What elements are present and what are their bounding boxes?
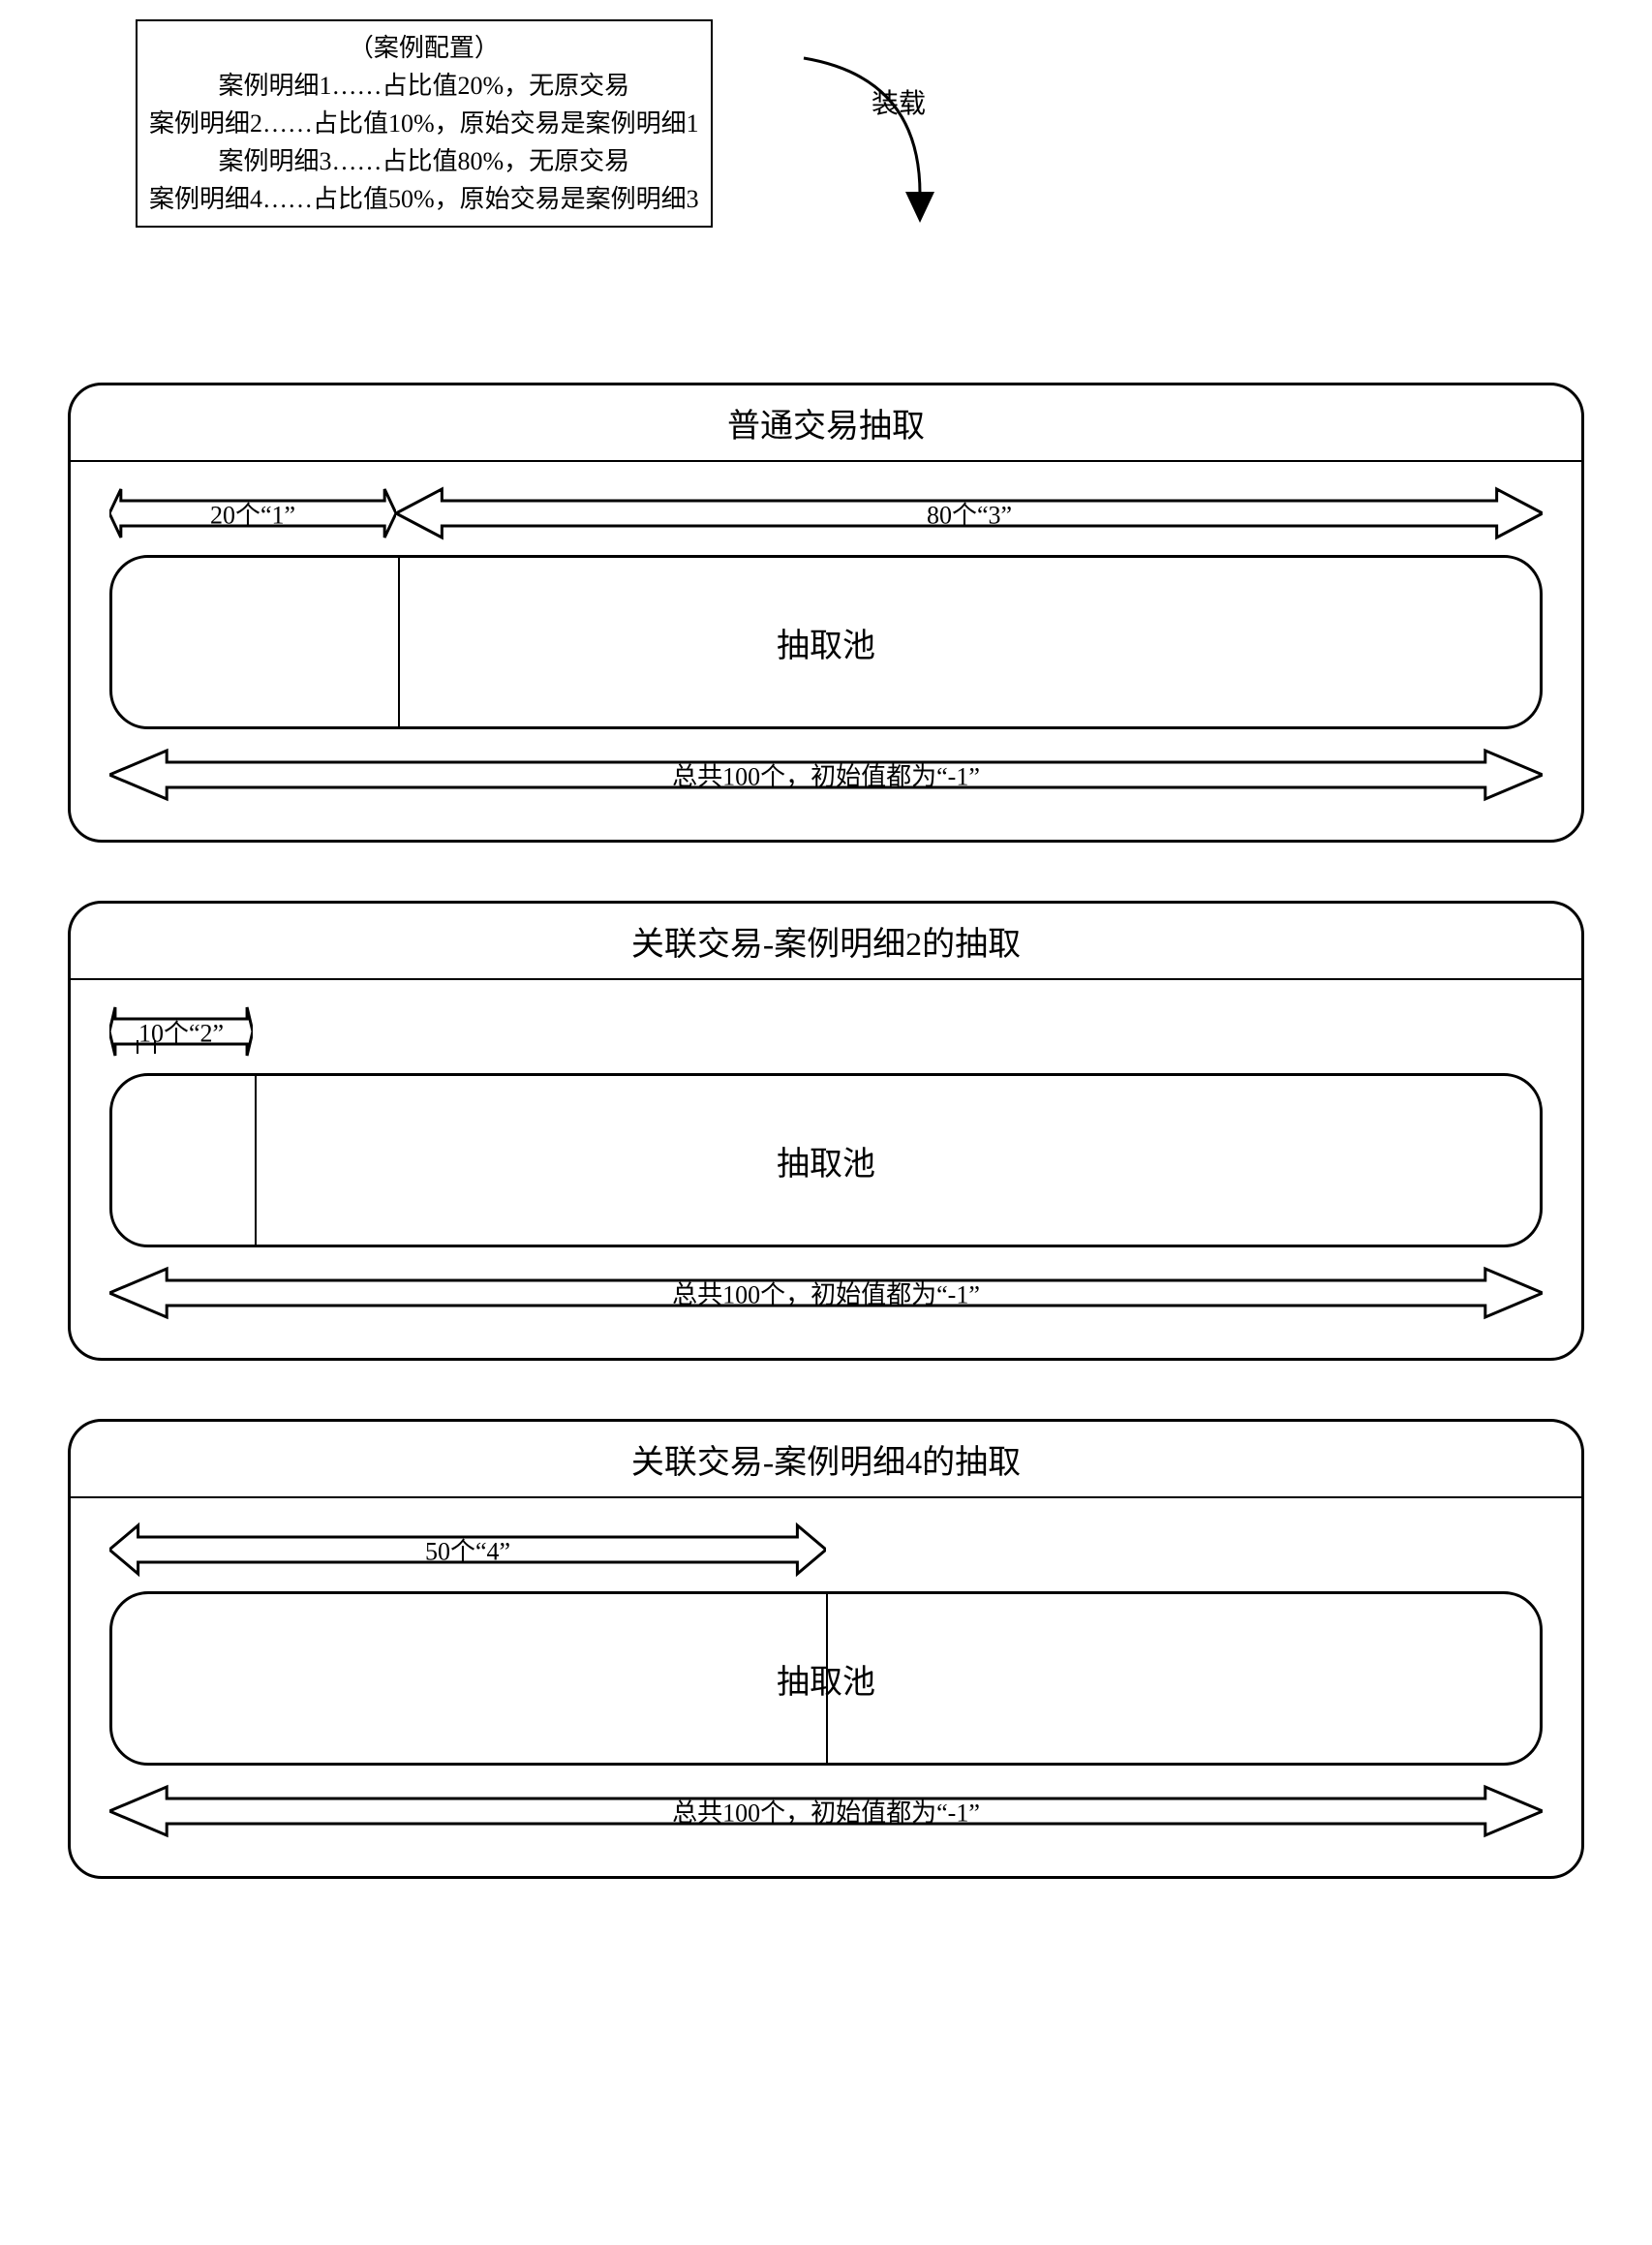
range-arrow-label: 10个“2”	[109, 1014, 253, 1050]
total-arrow: 总共100个，初始值都为“-1”	[109, 747, 1543, 803]
config-line-1: 案例明细1……占比值20%，无原交易	[149, 67, 699, 105]
total-arrow-label: 总共100个，初始值都为“-1”	[109, 757, 1543, 793]
range-arrow-label: 80个“3”	[396, 496, 1543, 532]
section-0: 普通交易抽取 20个“1” 80个“3”抽取池 总共100个，初始值都为“-1”	[68, 383, 1584, 843]
config-line-3: 案例明细3……占比值80%，无原交易	[149, 142, 699, 180]
extract-pool: 抽取池	[109, 1073, 1543, 1247]
range-arrow: 80个“3”	[396, 485, 1543, 541]
load-arrow-icon	[794, 48, 968, 232]
bottom-arrow-row: 总共100个，初始值都为“-1”	[109, 1261, 1543, 1329]
total-arrow: 总共100个，初始值都为“-1”	[109, 1265, 1543, 1321]
config-line-4: 案例明细4……占比值50%，原始交易是案例明细3	[149, 180, 699, 218]
section-1: 关联交易-案例明细2的抽取 10个“2” 抽取池 总共100个，初始值都为“-1”	[68, 901, 1584, 1361]
range-arrow: 50个“4”	[109, 1522, 826, 1578]
range-arrow: 10个“2”	[109, 1003, 253, 1060]
extract-pool: 抽取池	[109, 1591, 1543, 1766]
pool-divider	[255, 1076, 257, 1245]
section-2: 关联交易-案例明细4的抽取 50个“4” 抽取池 总共100个，初始值都为“-1”	[68, 1419, 1584, 1879]
pool-divider	[826, 1594, 828, 1763]
load-arrow-area: 装载	[19, 237, 1633, 354]
extract-pool: 抽取池	[109, 555, 1543, 729]
section-body: 10个“2” 抽取池 总共100个，初始值都为“-1”	[71, 980, 1581, 1358]
config-title: （案例配置）	[149, 29, 699, 67]
top-arrows-row: 50个“4”	[109, 1518, 1543, 1585]
total-arrow-label: 总共100个，初始值都为“-1”	[109, 1276, 1543, 1311]
bottom-arrow-row: 总共100个，初始值都为“-1”	[109, 743, 1543, 811]
range-arrow-label: 20个“1”	[109, 496, 396, 532]
top-arrows-row: 10个“2”	[109, 999, 1543, 1067]
total-arrow-label: 总共100个，初始值都为“-1”	[109, 1794, 1543, 1830]
connector	[137, 1040, 156, 1054]
section-body: 50个“4” 抽取池 总共100个，初始值都为“-1”	[71, 1498, 1581, 1876]
config-line-2: 案例明细2……占比值10%，原始交易是案例明细1	[149, 105, 699, 142]
config-box: （案例配置） 案例明细1……占比值20%，无原交易 案例明细2……占比值10%，…	[136, 19, 713, 228]
top-arrows-row: 20个“1” 80个“3”	[109, 481, 1543, 549]
section-body: 20个“1” 80个“3”抽取池 总共100个，初始值都为“-1”	[71, 462, 1581, 840]
range-arrow-label: 50个“4”	[109, 1532, 826, 1568]
section-title: 关联交易-案例明细2的抽取	[71, 904, 1581, 980]
section-title: 关联交易-案例明细4的抽取	[71, 1422, 1581, 1498]
bottom-arrow-row: 总共100个，初始值都为“-1”	[109, 1779, 1543, 1847]
section-title: 普通交易抽取	[71, 385, 1581, 462]
total-arrow: 总共100个，初始值都为“-1”	[109, 1783, 1543, 1839]
pool-divider	[398, 558, 400, 726]
sections-container: 普通交易抽取 20个“1” 80个“3”抽取池 总共100个，初始值都为“-1”…	[19, 383, 1633, 1879]
range-arrow: 20个“1”	[109, 485, 396, 541]
